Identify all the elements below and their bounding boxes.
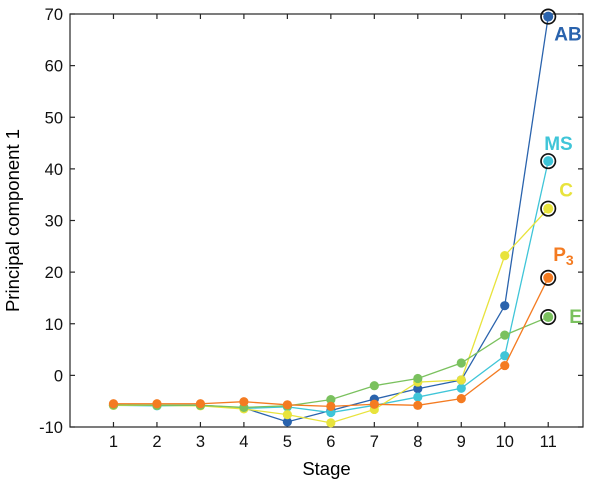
y-tick-label: 0	[54, 367, 63, 385]
data-point-AB-stage-11	[543, 11, 554, 22]
data-point-E-stage-8	[413, 373, 423, 384]
data-point-P3-stage-8	[413, 400, 423, 410]
end-ring-AB	[540, 8, 557, 25]
series-end-label-MS: MS	[544, 134, 573, 155]
series-line-C	[113, 208, 549, 424]
x-tick-label: 6	[326, 433, 335, 451]
series-line-E	[113, 316, 549, 409]
y-tick-label: 20	[45, 264, 63, 282]
data-point-P3-stage-10	[500, 360, 510, 371]
data-point-P3-stage-11	[543, 272, 554, 283]
data-point-AB-stage-10	[500, 301, 510, 311]
end-ring-P3	[540, 269, 557, 286]
y-tick-label: 40	[45, 161, 63, 179]
series-end-label-E: E	[569, 307, 582, 328]
y-tick-label: 50	[45, 109, 63, 127]
data-point-C-stage-9	[456, 375, 466, 385]
data-point-E-stage-10	[500, 330, 510, 340]
data-point-MS-stage-10	[500, 351, 510, 361]
end-ring-C	[540, 200, 557, 217]
data-point-P3-stage-7	[369, 399, 379, 409]
data-point-P3-stage-4	[239, 397, 249, 407]
data-point-E-stage-9	[456, 358, 466, 368]
data-point-C-stage-5	[282, 410, 292, 420]
data-point-P3-stage-6	[326, 401, 336, 411]
data-point-P3-stage-1	[108, 399, 119, 409]
y-axis-title: Principal component 1	[2, 129, 23, 312]
data-point-MS-stage-8	[413, 392, 423, 402]
x-tick-label: 5	[283, 433, 292, 451]
y-tick-label: -10	[39, 419, 63, 437]
series-end-label-C: C	[559, 181, 573, 202]
end-ring-E	[540, 308, 557, 326]
x-tick-label: 3	[196, 433, 205, 451]
series-end-label-subscript-P3: 3	[566, 252, 574, 268]
x-tick-label: 10	[496, 433, 514, 451]
data-point-C-stage-11	[543, 203, 554, 214]
data-point-P3-stage-2	[152, 399, 162, 409]
data-point-AB-stage-8	[413, 384, 423, 394]
series-end-label-AB: AB	[554, 25, 581, 46]
series-line-AB	[113, 16, 549, 423]
data-point-C-stage-10	[500, 251, 510, 261]
data-point-AB-stage-5	[282, 417, 292, 427]
data-point-P3-stage-5	[282, 400, 292, 410]
x-tick-label: 11	[540, 433, 557, 451]
x-tick-label: 4	[239, 433, 248, 451]
y-tick-label: 30	[45, 213, 63, 231]
data-point-MS-stage-11	[543, 156, 554, 167]
data-point-E-stage-11	[543, 312, 554, 323]
x-tick-label: 9	[457, 433, 466, 451]
end-ring-MS	[540, 153, 557, 170]
x-tick-label: 1	[109, 433, 118, 451]
data-point-E-stage-7	[369, 381, 379, 391]
data-point-E-stage-6	[326, 395, 336, 405]
data-point-P3-stage-9	[456, 394, 466, 404]
data-point-P3-stage-3	[195, 399, 206, 409]
y-tick-label: 70	[45, 6, 63, 24]
y-tick-label: 10	[45, 316, 63, 334]
data-point-MS-stage-9	[456, 383, 466, 393]
series-line-MS	[113, 160, 549, 414]
x-tick-label: 7	[370, 433, 379, 451]
y-tick-label: 60	[45, 58, 63, 76]
data-point-C-stage-6	[326, 418, 336, 428]
series-end-label-P3: P3	[553, 245, 574, 268]
x-tick-label: 8	[413, 433, 422, 451]
x-axis-title: Stage	[302, 458, 350, 479]
x-tick-label: 2	[152, 433, 161, 451]
